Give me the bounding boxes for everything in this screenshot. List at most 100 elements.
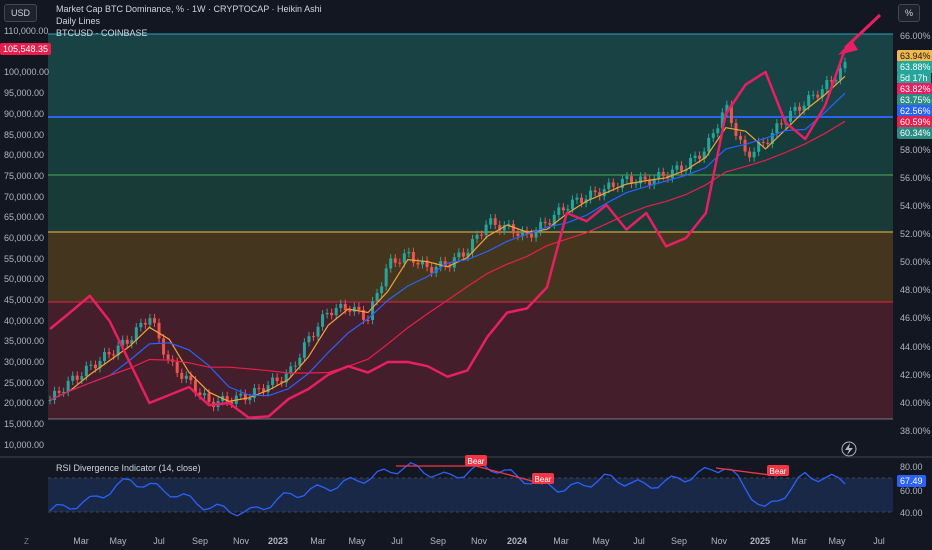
candle-body: [93, 364, 97, 369]
candle-body: [602, 189, 606, 197]
candle-body: [707, 137, 711, 152]
candle-body: [89, 364, 93, 366]
candle-body: [107, 352, 111, 355]
rsi-band: [48, 478, 893, 512]
btcusd-price-line: [49, 48, 847, 419]
candle-body: [421, 260, 425, 265]
candle-body: [480, 234, 484, 236]
candle-body: [402, 253, 406, 263]
candle-body: [757, 141, 761, 152]
zone-orange: [48, 232, 893, 302]
bear-label: Bear: [770, 467, 787, 476]
candle-body: [652, 178, 656, 185]
level-zones: [48, 33, 893, 420]
candle-body: [180, 372, 184, 379]
candle-body: [80, 376, 84, 380]
candle-body: [430, 267, 434, 273]
flash-icon[interactable]: [841, 441, 857, 457]
candle-body: [66, 380, 70, 392]
candle-body: [580, 197, 584, 204]
candle-body: [793, 106, 797, 111]
bear-divergence-line: [475, 465, 544, 485]
candle-body: [807, 95, 811, 106]
time-axis-label: Jul: [391, 536, 403, 546]
candle-body: [739, 135, 743, 140]
candle-body: [411, 251, 415, 263]
candle-body: [770, 132, 774, 145]
candle-body: [239, 393, 243, 396]
candle-body: [321, 314, 325, 327]
bear-label: Bear: [468, 457, 485, 466]
time-axis-label: Sep: [671, 536, 687, 546]
candle-body: [325, 312, 329, 315]
candle-body: [352, 306, 356, 312]
candle-body: [307, 336, 311, 343]
left-axis-label: 50,000.00: [4, 274, 44, 284]
btcusd-line: [49, 48, 847, 419]
percent-scale-button[interactable]: %: [898, 4, 921, 22]
left-axis-label: 15,000.00: [4, 419, 44, 429]
candle-body: [330, 312, 334, 316]
candle-body: [98, 360, 102, 369]
candle-body: [439, 261, 443, 268]
candle-body: [507, 224, 511, 226]
candle-body: [389, 258, 393, 269]
right-price-tag: 63.88%: [897, 61, 932, 73]
zone-middle: [48, 175, 893, 232]
candle-body: [698, 155, 702, 159]
time-axis-label: Nov: [711, 536, 728, 546]
candle-body: [461, 252, 465, 257]
candle-body: [752, 151, 756, 158]
right-price-tag: 5d 17h: [897, 72, 931, 84]
time-axis-label: Jul: [153, 536, 165, 546]
candle-body: [62, 391, 66, 393]
candle-body: [693, 155, 697, 158]
bear-label-bg: [532, 473, 554, 484]
candle-body: [339, 303, 343, 309]
ma-mid-line: [49, 92, 846, 401]
chart-title: Market Cap BTC Dominance, % · 1W · CRYPT…: [56, 4, 322, 14]
candle-body: [470, 238, 474, 253]
candle-body: [116, 345, 120, 356]
candle-body: [679, 165, 683, 171]
candle-body: [675, 165, 679, 170]
time-axis-label: 2024: [507, 536, 527, 546]
candle-body: [711, 133, 715, 138]
candle-body: [75, 375, 79, 380]
candle-body: [343, 303, 347, 311]
candle-body: [230, 401, 234, 404]
candle-body: [148, 318, 152, 325]
candle-body: [207, 393, 211, 402]
bear-label: Bear: [535, 475, 552, 484]
candle-body: [48, 399, 52, 401]
candle-body: [702, 151, 706, 159]
candle-body: [311, 336, 315, 338]
time-axis-label: Mar: [73, 536, 89, 546]
time-axis-label: Jul: [633, 536, 645, 546]
candle-body: [834, 80, 838, 82]
left-axis-label: 95,000.00: [4, 88, 44, 98]
daily-lines-label: Daily Lines: [56, 16, 101, 26]
left-axis-label: 60,000.00: [4, 233, 44, 243]
rsi-axis-label: 60.00: [900, 486, 923, 496]
bear-label-bg: [767, 465, 789, 476]
candle-body: [425, 260, 429, 268]
candle-body: [302, 342, 306, 358]
candle-body: [788, 110, 792, 122]
candle-body: [275, 377, 279, 382]
candle-body: [443, 261, 447, 267]
candle-body: [125, 339, 129, 344]
right-price-tag: 63.82%: [897, 83, 932, 95]
candle-body: [257, 388, 261, 390]
candle-body: [516, 233, 520, 237]
candle-body: [720, 112, 724, 129]
candle-body: [607, 182, 611, 190]
candle-body: [280, 381, 284, 383]
currency-button[interactable]: USD: [4, 4, 38, 22]
right-axis-label: 56.00%: [900, 173, 931, 183]
candle-body: [566, 208, 570, 211]
candle-body: [670, 169, 674, 179]
candle-body: [316, 326, 320, 337]
left-axis-label: 65,000.00: [4, 212, 44, 222]
